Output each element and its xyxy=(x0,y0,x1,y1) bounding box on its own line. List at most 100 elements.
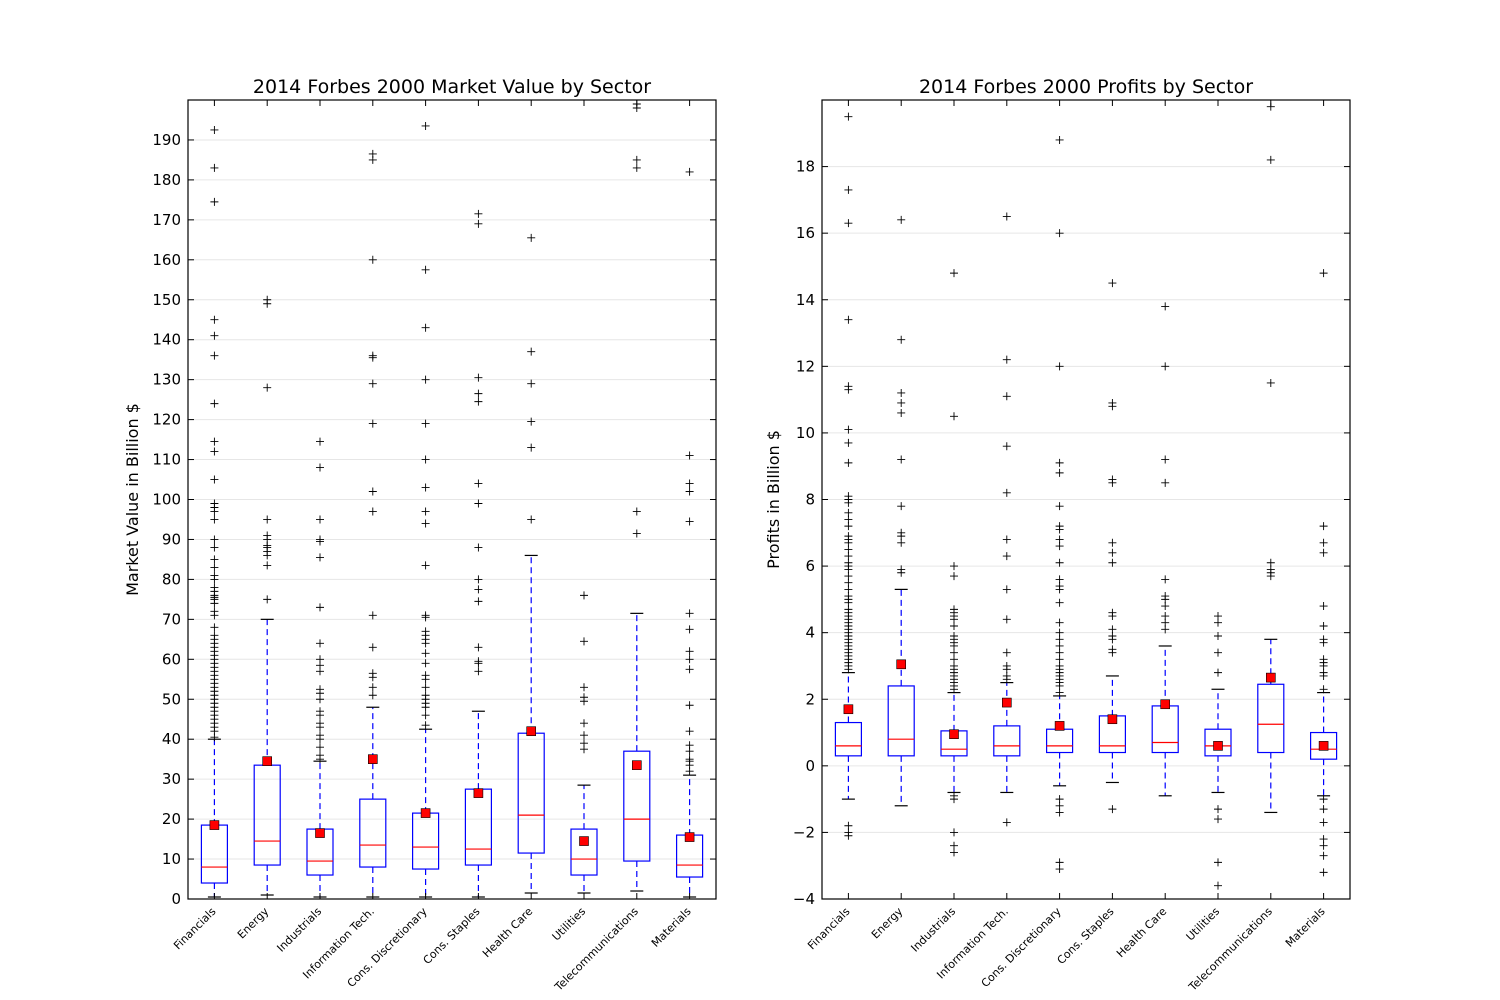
outlier-point xyxy=(210,607,219,616)
outlier-point xyxy=(1055,502,1064,511)
outlier-point xyxy=(316,639,324,648)
box-cons-discretionary xyxy=(412,121,440,898)
x-tick-label: Energy xyxy=(869,905,906,942)
outlier-point xyxy=(1319,805,1328,814)
outlier-point xyxy=(474,209,483,218)
outlier-point xyxy=(1108,645,1117,654)
outlier-point xyxy=(1055,808,1064,817)
outlier-point xyxy=(1002,661,1011,670)
outlier-point xyxy=(263,531,272,540)
outlier-point xyxy=(210,447,219,456)
mean-marker xyxy=(1160,699,1170,710)
outlier-point xyxy=(210,563,219,572)
outlier-point xyxy=(316,603,324,612)
outlier-point xyxy=(950,828,958,837)
x-tick-label: Cons. Staples xyxy=(421,905,483,967)
y-tick-label: 90 xyxy=(162,530,181,548)
outlier-point xyxy=(474,575,483,584)
outlier-point xyxy=(1055,575,1064,584)
outlier-point xyxy=(421,265,430,274)
y-tick-label: 10 xyxy=(162,850,181,868)
outlier-point xyxy=(1055,535,1064,544)
mean-marker xyxy=(367,754,378,764)
outlier-point xyxy=(897,528,906,537)
outlier-point xyxy=(210,631,219,640)
iqr-box xyxy=(253,764,281,866)
outlier-point xyxy=(950,631,958,640)
outlier-point xyxy=(1002,585,1011,594)
outlier-point xyxy=(421,519,430,528)
iqr-box xyxy=(623,750,651,862)
outlier-point xyxy=(897,398,906,407)
x-tick-label: Utilities xyxy=(550,905,589,944)
y-tick-label: 20 xyxy=(162,810,181,828)
outlier-point xyxy=(685,609,694,618)
mean-marker xyxy=(1001,697,1012,708)
outlier-point xyxy=(685,451,694,460)
outlier-point xyxy=(844,508,853,517)
outlier-point xyxy=(844,185,853,194)
outlier-point xyxy=(316,655,324,664)
iqr-box xyxy=(1045,728,1074,754)
outlier-point xyxy=(1108,279,1117,288)
outlier-point xyxy=(1214,805,1222,814)
outlier-point xyxy=(1055,558,1064,567)
outlier-point xyxy=(950,562,958,571)
outlier-point xyxy=(685,487,694,496)
y-tick-label: 16 xyxy=(796,224,815,242)
outlier-point xyxy=(950,572,958,581)
y-tick-label: 70 xyxy=(162,610,181,628)
mean-marker xyxy=(843,704,854,715)
outlier-point xyxy=(844,425,853,434)
outlier-point xyxy=(368,255,377,264)
outlier-point xyxy=(1002,488,1011,497)
outlier-point xyxy=(474,397,483,406)
outlier-point xyxy=(421,121,430,130)
outlier-point xyxy=(474,373,483,382)
y-tick-label: 50 xyxy=(162,690,181,708)
outlier-point xyxy=(1161,612,1170,621)
outlier-point xyxy=(1108,805,1117,814)
outlier-point xyxy=(1108,608,1117,617)
chart-title: 2014 Forbes 2000 Market Value by Sector xyxy=(253,76,651,98)
outlier-point xyxy=(1319,269,1328,278)
outlier-point xyxy=(316,535,324,544)
outlier-point xyxy=(1108,558,1117,567)
outlier-point xyxy=(1214,881,1222,890)
box-energy xyxy=(253,295,281,896)
outlier-point xyxy=(421,561,430,570)
outlier-point xyxy=(1055,865,1064,874)
x-tick-label: Industrials xyxy=(274,905,324,955)
x-tick-label: Energy xyxy=(235,905,272,942)
outlier-point xyxy=(950,605,958,614)
outlier-point xyxy=(632,163,641,172)
outlier-point xyxy=(632,529,641,538)
mean-marker xyxy=(420,808,431,818)
box-health-care xyxy=(1151,302,1179,797)
x-tick-label: Financials xyxy=(805,905,852,952)
outlier-point xyxy=(263,295,272,304)
outlier-point xyxy=(263,515,272,524)
outlier-point xyxy=(316,553,324,562)
outlier-point xyxy=(685,741,694,750)
outlier-point xyxy=(421,507,430,516)
outlier-point xyxy=(1319,635,1328,644)
outlier-point xyxy=(316,743,324,752)
outlier-point xyxy=(685,647,694,656)
outlier-point xyxy=(1214,668,1222,677)
outlier-point xyxy=(1002,552,1011,561)
outlier-point xyxy=(368,683,377,692)
outlier-point xyxy=(1319,851,1328,860)
y-tick-label: 4 xyxy=(805,624,815,642)
outlier-point xyxy=(368,611,377,620)
box-telecommunications xyxy=(1257,102,1285,814)
chart-title: 2014 Forbes 2000 Profits by Sector xyxy=(919,76,1253,98)
iqr-box xyxy=(412,812,440,870)
outlier-point xyxy=(474,479,483,488)
outlier-point xyxy=(421,455,430,464)
mean-marker xyxy=(949,729,959,740)
outlier-point xyxy=(210,535,219,544)
outlier-point xyxy=(210,499,219,508)
y-tick-label: 30 xyxy=(162,770,181,788)
outlier-point xyxy=(685,625,694,634)
